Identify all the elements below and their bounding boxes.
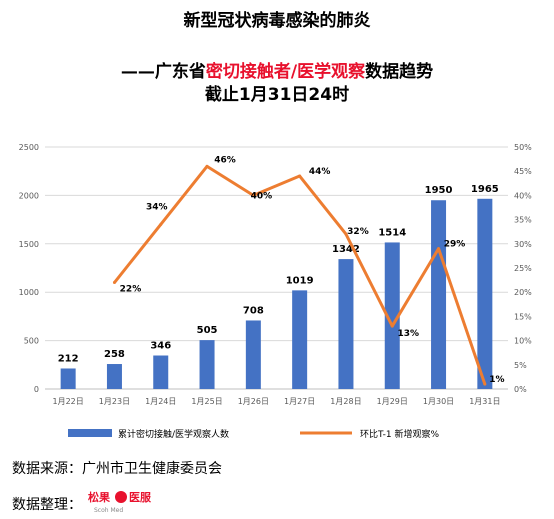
bar	[338, 259, 354, 389]
bar-data-label: 1342	[332, 244, 360, 255]
x-tick-label: 1月25日	[191, 397, 222, 406]
bar-data-label: 1950	[425, 185, 453, 196]
line-point	[112, 281, 116, 285]
bar-data-label: 212	[58, 353, 79, 364]
subtitle-highlight: 密切接触者/医学观察	[205, 62, 366, 82]
songguo-logo: 松果 医服 Scoh Med	[88, 490, 152, 514]
data-source: 数据来源：广州市卫生健康委员会	[12, 461, 222, 477]
bar-data-label: 1514	[378, 227, 406, 238]
x-tick-label: 1月24日	[145, 397, 176, 406]
x-tick-label: 1月23日	[99, 397, 130, 406]
line-point	[344, 232, 348, 236]
x-tick-label: 1月27日	[284, 397, 315, 406]
logo-sub: Scoh Med	[94, 507, 123, 514]
logo-mark-icon	[115, 491, 127, 503]
left-tick-label: 1500	[19, 240, 39, 249]
chart-date-caption: 截止1月31日24时	[204, 85, 350, 105]
right-tick-label: 15%	[514, 312, 532, 321]
bar	[477, 198, 493, 389]
right-tick-label: 0%	[514, 385, 527, 394]
bar	[60, 368, 76, 389]
line-point	[298, 174, 302, 178]
bar	[153, 355, 169, 389]
line-point	[251, 193, 255, 197]
line-point	[390, 324, 394, 328]
line-data-label: 40%	[251, 191, 273, 201]
left-tick-label: 2500	[19, 143, 39, 152]
right-tick-label: 25%	[514, 264, 532, 273]
right-tick-label: 20%	[514, 288, 532, 297]
line-data-label: 22%	[120, 285, 142, 295]
left-tick-label: 500	[24, 337, 39, 346]
logo-text-2: 医服	[129, 491, 152, 504]
bar	[245, 320, 261, 389]
x-tick-label: 1月22日	[53, 397, 84, 406]
chart-subtitle: ——广东省密切接触者/医学观察数据趋势	[0, 57, 554, 82]
subtitle-suffix: 数据趋势	[365, 62, 434, 82]
line-series: 22% 34% 46% 40% 44% 32% 13% 29% 1%	[112, 155, 504, 386]
line-point	[205, 164, 209, 168]
line-data-label: 1%	[489, 375, 504, 385]
right-tick-label: 50%	[514, 143, 532, 152]
bar-data-label: 258	[104, 349, 125, 360]
x-tick-label: 1月26日	[238, 397, 269, 406]
line-data-label: 46%	[214, 155, 236, 165]
right-axis-ticks: 0% 5% 10% 15% 20% 25% 30% 35% 40% 45% 50%	[514, 143, 532, 394]
right-tick-label: 30%	[514, 240, 532, 249]
bar-series: 212 258 346 505 708 1019 1342 1514 1950 1965	[58, 184, 499, 389]
right-tick-label: 40%	[514, 191, 532, 200]
bar	[106, 364, 122, 389]
bar	[431, 200, 447, 389]
right-tick-label: 45%	[514, 167, 532, 176]
left-tick-label: 0	[34, 385, 39, 394]
bar-data-label: 1965	[471, 184, 499, 195]
bar	[384, 242, 400, 389]
line-point	[159, 222, 163, 226]
bar	[292, 290, 308, 389]
x-tick-label: 1月29日	[377, 397, 408, 406]
bar-data-label: 505	[197, 325, 218, 336]
bar-data-label: 1019	[286, 275, 314, 286]
legend: 累计密切接触/医学观察人数 环比T-1 新增观察%	[68, 428, 440, 440]
bar-data-label: 346	[150, 341, 171, 352]
line-point	[483, 382, 487, 386]
left-tick-label: 2000	[19, 191, 39, 200]
line-point	[437, 247, 441, 251]
x-axis-labels: 1月22日 1月23日 1月24日 1月25日 1月26日 1月27日 1月28日 1月29日…	[53, 397, 501, 406]
line-data-label: 29%	[444, 240, 466, 250]
bar-data-label: 708	[243, 305, 264, 316]
line-data-label: 44%	[309, 167, 331, 177]
subtitle-prefix: ——广东省	[120, 62, 206, 82]
legend-label-line: 环比T-1 新增观察%	[360, 428, 440, 440]
right-tick-label: 10%	[514, 337, 532, 346]
line-data-label: 32%	[347, 227, 369, 237]
bar	[199, 340, 215, 389]
left-tick-label: 1000	[19, 288, 39, 297]
legend-swatch-bar	[68, 429, 112, 437]
right-tick-label: 5%	[514, 361, 527, 370]
legend-label-bar: 累计密切接触/医学观察人数	[118, 428, 229, 440]
line-data-label: 13%	[397, 329, 419, 339]
logo-text: 松果	[88, 490, 110, 504]
gridlines	[45, 146, 508, 390]
data-compiler-label: 数据整理：	[12, 497, 82, 513]
line-data-label: 34%	[146, 202, 168, 212]
left-axis-ticks: 0 500 1000 1500 2000 2500	[19, 143, 39, 394]
chart-title: 新型冠状病毒感染的肺炎	[183, 11, 371, 31]
x-tick-label: 1月30日	[423, 397, 454, 406]
x-tick-label: 1月28日	[330, 397, 361, 406]
right-tick-label: 35%	[514, 216, 532, 225]
x-tick-label: 1月31日	[469, 397, 500, 406]
